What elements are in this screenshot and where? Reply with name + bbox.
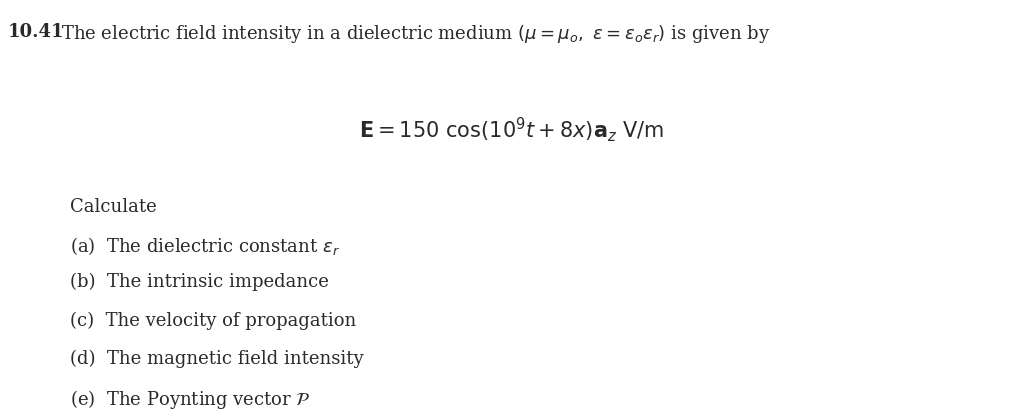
Text: 10.41: 10.41 [8, 23, 65, 41]
Text: (a)  The dielectric constant $\varepsilon_r$: (a) The dielectric constant $\varepsilon… [70, 235, 340, 257]
Text: $\mathbf{E} = 150\ \mathrm{cos}(10^9 t + 8x)\mathbf{a}_z\ \mathrm{V/m}$: $\mathbf{E} = 150\ \mathrm{cos}(10^9 t +… [359, 115, 665, 144]
Text: (b)  The intrinsic impedance: (b) The intrinsic impedance [70, 273, 329, 291]
Text: (e)  The Poynting vector $\mathcal{P}$: (e) The Poynting vector $\mathcal{P}$ [70, 388, 310, 411]
Text: The electric field intensity in a dielectric medium $(\mu = \mu_o,\ \varepsilon : The electric field intensity in a dielec… [61, 23, 771, 44]
Text: Calculate: Calculate [70, 198, 157, 216]
Text: (c)  The velocity of propagation: (c) The velocity of propagation [70, 311, 356, 330]
Text: (d)  The magnetic field intensity: (d) The magnetic field intensity [70, 350, 364, 368]
